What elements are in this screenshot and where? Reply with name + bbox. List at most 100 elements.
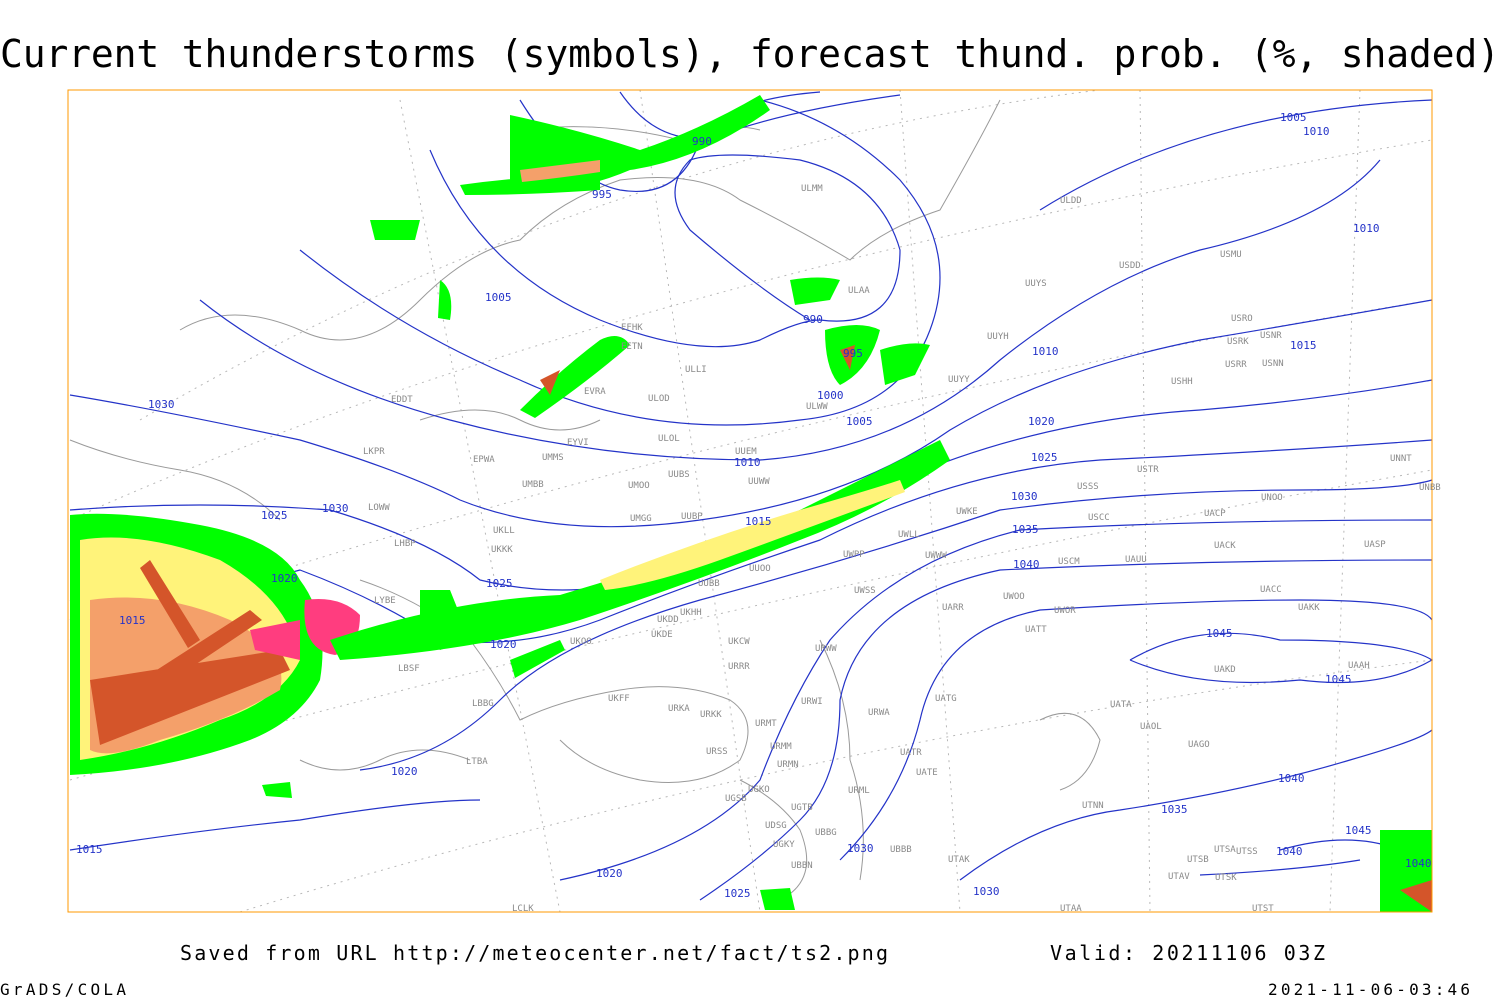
station-label: URML — [848, 786, 870, 796]
station-label: UGKY — [773, 840, 795, 850]
station-label: UWPP — [843, 550, 865, 560]
isobar-label: 1020 — [596, 867, 623, 880]
software: GrADS/COLA — [0, 980, 126, 999]
station-label: USNR — [1260, 331, 1282, 341]
station-label: USDD — [1119, 261, 1141, 271]
isobar-label: 1025 — [261, 509, 288, 522]
isobar-label: 990 — [692, 135, 712, 148]
probability-shading — [70, 95, 1432, 912]
map-title: Current thunderstorms (symbols), forecas… — [0, 32, 1500, 76]
isobar-label: 1015 — [119, 614, 146, 627]
isobar-label: 1020 — [490, 638, 517, 651]
station-label: UUBB — [698, 579, 720, 589]
station-label: USRR — [1225, 360, 1247, 370]
station-label: UTST — [1252, 904, 1274, 914]
station-label: UNBB — [1419, 483, 1441, 493]
station-label: UUOO — [749, 564, 771, 574]
station-label: USMU — [1220, 250, 1242, 260]
station-label: USSS — [1077, 482, 1099, 492]
isobar-label: 1005 — [846, 415, 873, 428]
isobar-label: 1020 — [391, 765, 418, 778]
station-label: EETN — [621, 342, 643, 352]
isobar-label: 1035 — [1012, 523, 1039, 536]
station-label: LTBA — [466, 757, 488, 767]
station-label: UATG — [935, 694, 957, 704]
station-label: ULMM — [801, 184, 823, 194]
station-label: UACC — [1260, 585, 1282, 595]
station-label: URMT — [755, 719, 777, 729]
isobar-label: 1010 — [1353, 222, 1380, 235]
isobar-label: 1015 — [76, 843, 103, 856]
station-label: LYBE — [374, 596, 396, 606]
isobar-label: 990 — [803, 313, 823, 326]
station-label: UUWW — [748, 477, 770, 487]
station-label: UATE — [916, 768, 938, 778]
isobar-label: 1040 — [1013, 558, 1040, 571]
station-label: UNNT — [1390, 454, 1412, 464]
station-label: EFHK — [621, 323, 643, 333]
station-label: URMM — [770, 742, 792, 752]
isobar-label: 1010 — [734, 456, 761, 469]
station-label: LBBG — [472, 699, 494, 709]
station-label: EDDT — [391, 395, 413, 405]
station-label: UTSB — [1187, 855, 1209, 865]
station-label: ULDD — [1060, 196, 1082, 206]
station-label: USTR — [1137, 465, 1159, 475]
station-label: UTAK — [948, 855, 970, 865]
station-label: USRK — [1227, 337, 1249, 347]
station-label: ULOD — [648, 394, 670, 404]
station-label: UGTB — [791, 803, 813, 813]
station-label: UAUU — [1125, 555, 1147, 565]
station-label: UARR — [942, 603, 964, 613]
isobar-label: 1015 — [1290, 339, 1317, 352]
station-label: ULOL — [658, 434, 680, 444]
station-label: UKCW — [728, 637, 750, 647]
station-label: LHBP — [394, 539, 416, 549]
station-label: ULWW — [806, 402, 828, 412]
station-label: LCLK — [512, 904, 534, 914]
station-label: UWWW — [925, 551, 947, 561]
isobar-label: 1010 — [1303, 125, 1330, 138]
station-label: UATT — [1025, 625, 1047, 635]
source-url: Saved from URL http://meteocenter.net/fa… — [180, 941, 888, 965]
station-label: URRR — [728, 662, 750, 672]
station-label: UUYY — [948, 375, 970, 385]
station-label: UKKK — [491, 545, 513, 555]
station-label: UUYS — [1025, 279, 1047, 289]
isobar-label: 1015 — [745, 515, 772, 528]
isobar-label: 1025 — [1031, 451, 1058, 464]
isobar-label: 1040 — [1276, 845, 1303, 858]
isobar-label: 1030 — [973, 885, 1000, 898]
map-frame — [67, 89, 1434, 913]
station-label: UATR — [900, 748, 922, 758]
station-label: UUEM — [735, 447, 757, 457]
station-label: UUBP — [681, 512, 703, 522]
station-label: UAAH — [1348, 661, 1370, 671]
station-label: UASP — [1364, 540, 1386, 550]
station-label: UATA — [1110, 700, 1132, 710]
station-label: UKHH — [680, 608, 702, 618]
station-label: URKK — [700, 710, 722, 720]
isobar-labels: 9909951005101010101005990995100010051010… — [76, 111, 1432, 900]
isobar-label: 1040 — [1278, 772, 1305, 785]
station-label: UAOL — [1140, 722, 1162, 732]
isobar-label: 1020 — [1028, 415, 1055, 428]
station-label: USRO — [1231, 314, 1253, 324]
station-label: UGKO — [748, 785, 770, 795]
station-label: UDSG — [765, 821, 787, 831]
station-label: UMGG — [630, 514, 652, 524]
station-label: UUBS — [668, 470, 690, 480]
station-label: UKFF — [608, 694, 630, 704]
isobar-label: 1005 — [485, 291, 512, 304]
station-label: URMN — [777, 760, 799, 770]
station-label: URWI — [801, 697, 823, 707]
station-label: UWOO — [1003, 592, 1025, 602]
isobar-label: 1025 — [486, 577, 513, 590]
station-label: UKDE — [651, 630, 673, 640]
station-label: URWA — [868, 708, 890, 718]
isobar-label: 1005 — [1280, 111, 1307, 124]
isobar-label: 995 — [843, 347, 863, 360]
station-label: UGSB — [725, 794, 747, 804]
station-label: UTAV — [1168, 872, 1190, 882]
isobar-label: 1030 — [148, 398, 175, 411]
